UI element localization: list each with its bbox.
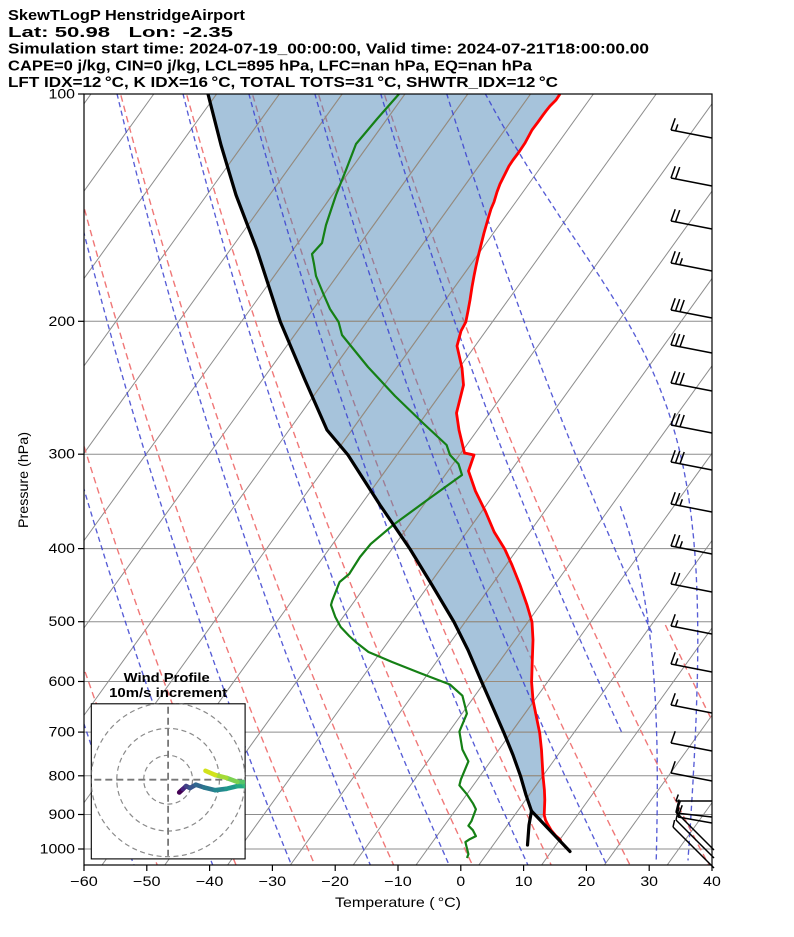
svg-text:Pressure (hPa): Pressure (hPa) bbox=[15, 432, 31, 528]
svg-text:1000: 1000 bbox=[40, 842, 75, 857]
svg-text:100: 100 bbox=[49, 87, 76, 102]
svg-text:−40: −40 bbox=[196, 874, 224, 889]
svg-text:−50: −50 bbox=[133, 874, 161, 889]
svg-text:200: 200 bbox=[49, 314, 76, 329]
svg-text:10: 10 bbox=[515, 874, 533, 889]
svg-text:−10: −10 bbox=[384, 874, 412, 889]
svg-text:30: 30 bbox=[640, 874, 658, 889]
svg-text:800: 800 bbox=[49, 768, 76, 783]
svg-text:Temperature ( °C): Temperature ( °C) bbox=[335, 894, 461, 910]
svg-text:0: 0 bbox=[456, 874, 465, 889]
svg-text:40: 40 bbox=[703, 874, 721, 889]
svg-text:900: 900 bbox=[49, 807, 76, 822]
svg-text:20: 20 bbox=[578, 874, 596, 889]
svg-text:LFT IDX=12 °C, K IDX=16 °C, TO: LFT IDX=12 °C, K IDX=16 °C, TOTAL TOTS=3… bbox=[8, 75, 559, 91]
svg-text:500: 500 bbox=[49, 614, 76, 629]
svg-text:CAPE=0 j/kg, CIN=0 j/kg, LCL=8: CAPE=0 j/kg, CIN=0 j/kg, LCL=895 hPa, LF… bbox=[8, 58, 533, 74]
svg-text:Simulation start time: 2024-07: Simulation start time: 2024-07-19_00:00:… bbox=[8, 42, 649, 58]
svg-text:10m/s increment: 10m/s increment bbox=[109, 685, 228, 700]
svg-text:−30: −30 bbox=[259, 874, 287, 889]
svg-text:400: 400 bbox=[49, 541, 76, 556]
svg-text:Wind Profile: Wind Profile bbox=[124, 670, 210, 685]
svg-text:300: 300 bbox=[49, 447, 76, 462]
svg-text:Lat: 50.98 Lon: -2.35: Lat: 50.98 Lon: -2.35 bbox=[8, 25, 233, 41]
svg-text:−20: −20 bbox=[321, 874, 349, 889]
svg-text:600: 600 bbox=[49, 674, 76, 689]
svg-text:SkewTLogP HenstridgeAirport: SkewTLogP HenstridgeAirport bbox=[8, 8, 245, 24]
svg-text:700: 700 bbox=[49, 725, 76, 740]
svg-text:−60: −60 bbox=[70, 874, 98, 889]
